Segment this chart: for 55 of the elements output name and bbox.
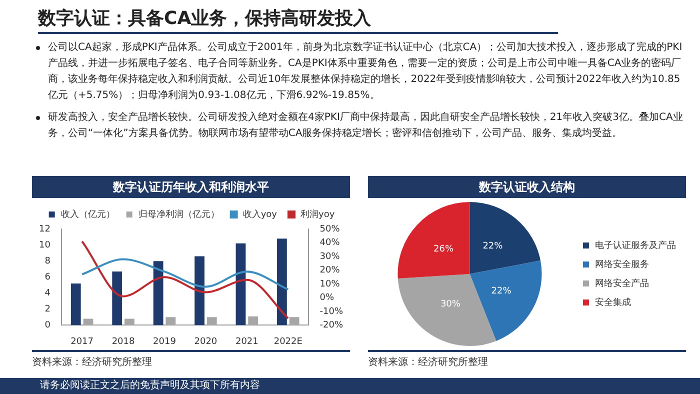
- legend-label: 网络安全服务: [595, 258, 649, 270]
- data-label: 22%: [491, 286, 512, 297]
- bar: [153, 261, 164, 326]
- chart-title: 数字认证历年收入和利润水平: [32, 176, 350, 198]
- bar: [124, 318, 134, 326]
- text: 研发高投入，安全产品增长较快。公司研发投入绝对金额在4家PKI厂商中保持最高，因此自研安全产品增长较快，21年收入突破3亿。叠加CA业务，公司“一体化”方案具备优势。物联网市场有望带动CA服务保持稳定增长；密评和信创推动下，公司产品、服务、集成均受益。: [48, 110, 684, 141]
- legend-label: 利润yoy: [300, 208, 336, 220]
- x-tick-label: 2019: [153, 336, 176, 347]
- x-tick-label: 2018: [112, 336, 135, 347]
- y2-tick-label: 10%: [320, 279, 340, 290]
- bar: [289, 317, 300, 326]
- x-tick-label: 2020: [194, 336, 218, 347]
- line-series: [81, 258, 290, 290]
- x-tick-label: 2017: [70, 336, 94, 347]
- y-tick-label: 12: [39, 224, 50, 234]
- legend-label: 安全集成: [595, 296, 631, 308]
- y-tick-label: 0: [44, 320, 51, 331]
- y2-tick-label: 30%: [320, 252, 340, 262]
- bar: [277, 238, 287, 326]
- y2-tick-label: 0%: [320, 293, 334, 304]
- bar: [70, 284, 81, 326]
- bar: [166, 317, 176, 326]
- legend-label: 收入（亿元）: [60, 208, 115, 220]
- y2-tick-label: -10%: [320, 306, 344, 317]
- y2-tick-label: 20%: [320, 266, 340, 276]
- y-tick-label: 4: [44, 288, 51, 298]
- legend-label: 归母净利润（亿元）: [138, 208, 220, 220]
- legend-label: 网络安全产品: [595, 278, 649, 289]
- text: 资料来源：经济研究所整理: [32, 350, 350, 369]
- y2-tick-label: 50%: [320, 224, 340, 234]
- text: 资料来源：经济研究所整理: [368, 350, 686, 369]
- bar: [112, 271, 122, 326]
- x-tick-label: 2022E: [274, 336, 303, 347]
- line-series: [81, 240, 290, 320]
- bar: [194, 256, 204, 326]
- y-tick-label: 6: [44, 272, 51, 282]
- x-tick-label: 2021: [235, 336, 258, 347]
- chart-title: 数字认证收入结构: [368, 176, 686, 198]
- y-tick-label: 2: [44, 304, 50, 315]
- data-label: 26%: [434, 244, 454, 255]
- data-label: 30%: [440, 300, 461, 310]
- bar: [248, 316, 258, 326]
- legend-label: 电子认证服务及产品: [595, 240, 676, 251]
- data-label: 22%: [482, 242, 504, 252]
- y2-tick-label: -20%: [320, 320, 344, 331]
- y-tick-label: 10: [39, 240, 51, 250]
- y2-tick-label: 40%: [320, 238, 340, 248]
- legend-label: 收入yoy: [242, 208, 278, 220]
- y-tick-label: 8: [44, 256, 51, 266]
- bar: [236, 243, 246, 326]
- bar: [83, 318, 94, 326]
- bar: [206, 317, 217, 326]
- text: 公司以CA起家，形成PKI产品体系。公司成立于2001年，前身为北京数字证书认证中心（北京CA）；公司加大技术投入，逐步形成了完成的PKI产品线，并进一步拓展电子签名、电子合同等新业务。CA是PKI体系中重要角色，需要一定的资质；公司是上市公司中唯一具备CA业务的密码厂商，该业务每年保持稳定收入和利润贡献。公司近10年发展整体保持稳定的增长，2022年受到疫情影响较大，公司预计2022年收入约为10.85亿元（+5.75%）；归母净利润为0.93-1.08亿元，下滑6.92%-19.85%。: [48, 40, 684, 103]
- text: 请务必阅读正文之后的免责声明及其项下所有内容: [0, 378, 700, 394]
- text: 数字认证：具备CA业务，保持高研发投入: [38, 7, 372, 30]
